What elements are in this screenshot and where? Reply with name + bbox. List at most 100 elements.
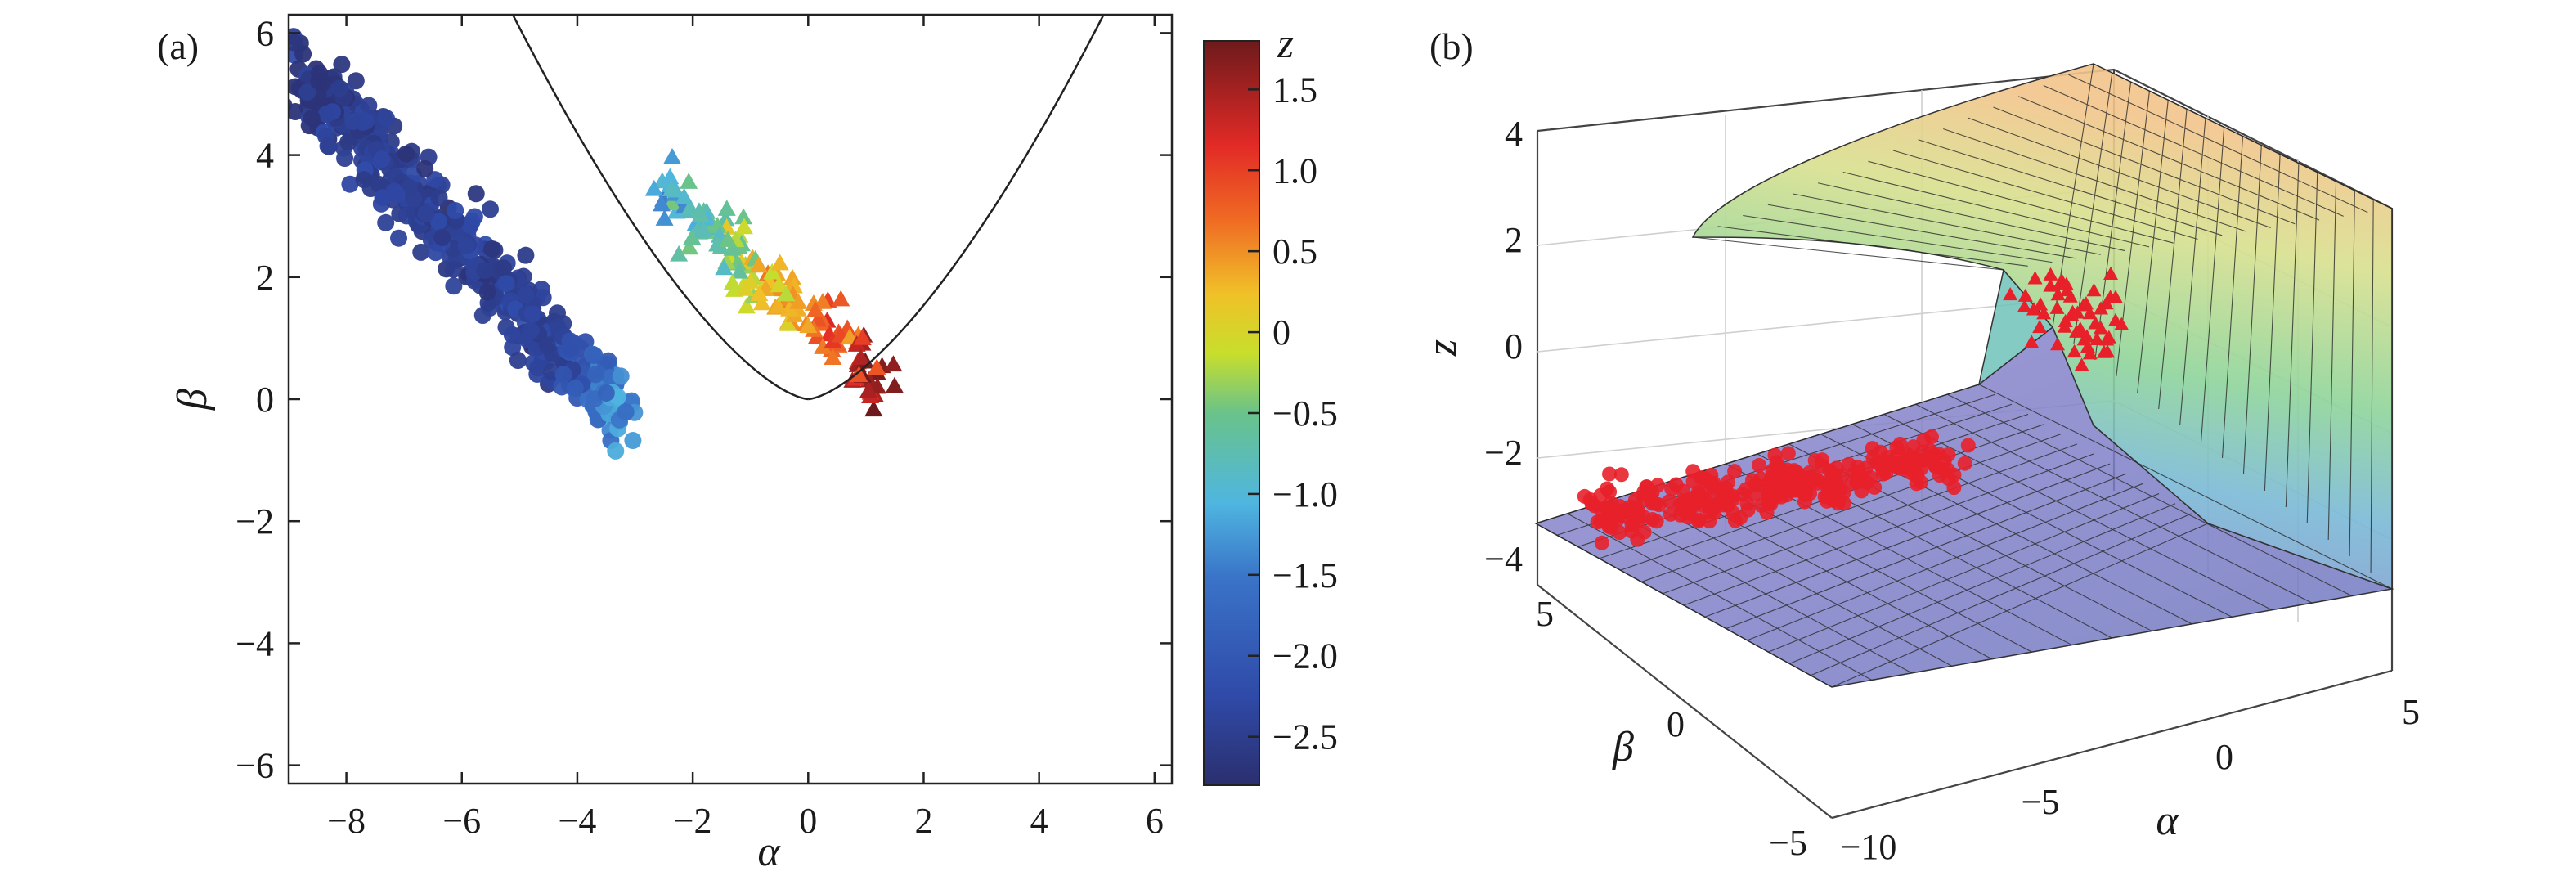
x-tick-label: 0 [799, 801, 817, 841]
mesh-line [1692, 236, 2004, 271]
colorbar-tick-label: −1.5 [1272, 555, 1338, 595]
red-circle-marker [1853, 474, 1869, 489]
mesh-line [2158, 109, 2188, 410]
red-circle-marker [1865, 441, 1880, 456]
triangle-marker [736, 279, 755, 296]
beta-tick: 0 [1667, 704, 1685, 744]
red-triangle-marker [2024, 335, 2040, 348]
triangle-marker [884, 355, 903, 372]
red-circle-marker [1927, 458, 1942, 474]
scatter-points [289, 28, 904, 460]
triangle-marker [662, 180, 681, 196]
mesh-line [1662, 443, 2078, 595]
red-circle-marker [1628, 492, 1644, 507]
y-tick-label: −4 [236, 623, 274, 663]
x-axis-label-a: α [757, 829, 781, 875]
alpha-tick: 5 [2402, 692, 2420, 732]
circle-marker [370, 176, 388, 194]
panel-b-label: (b) [1429, 25, 1474, 67]
circle-marker [445, 260, 463, 278]
circle-marker [586, 346, 604, 364]
alpha-tick: −5 [2022, 782, 2060, 822]
mesh-line [2137, 100, 2169, 393]
triangle-marker [752, 294, 771, 311]
colorbar-tick-label: −1.0 [1272, 474, 1338, 514]
mesh-line [2370, 199, 2374, 573]
triangle-marker [850, 366, 868, 383]
triangle-marker [683, 228, 702, 245]
alpha-tick: 0 [2215, 737, 2233, 777]
red-triangle-marker [2086, 283, 2102, 297]
red-circle-marker [1733, 510, 1748, 526]
triangle-marker [864, 400, 883, 417]
red-triangle-marker [2027, 271, 2043, 285]
colorbar-tick-label: 1.5 [1272, 70, 1317, 110]
circle-marker [532, 281, 550, 299]
colorbar-ticks: 1.5 1.0 0.5 0 −0.5 −1.0 −1.5 −2.0 −2.5 [1248, 70, 1338, 757]
z-tick: 0 [1505, 326, 1523, 366]
bifurcation-curve [511, 15, 1105, 401]
triangle-marker [680, 238, 699, 255]
red-triangle-marker [2043, 278, 2058, 292]
mesh-line [2179, 118, 2206, 426]
x-tick-label: 4 [1030, 801, 1048, 841]
circle-marker [517, 246, 535, 264]
circle-marker [303, 109, 321, 127]
circle-marker [377, 110, 395, 128]
circle-marker [624, 432, 642, 450]
triangle-marker [750, 285, 769, 302]
triangle-marker [851, 348, 870, 365]
x-tick-label: −6 [442, 801, 481, 841]
red-circle-marker [1721, 488, 1736, 504]
colorbar-tick-label: −0.5 [1272, 393, 1338, 434]
circle-marker [538, 336, 556, 354]
circle-marker [566, 380, 584, 398]
circle-marker [483, 240, 501, 258]
y-axis-ticks: −6 −4 −2 0 2 4 6 [236, 13, 1172, 786]
red-circle-marker [1892, 436, 1908, 451]
red-circle-marker [1747, 487, 1762, 502]
triangle-marker [799, 317, 818, 334]
triangle-marker [779, 315, 797, 331]
red-circle-marker [1649, 514, 1664, 529]
mesh-line [1993, 106, 2296, 225]
red-triangle-marker [2072, 321, 2088, 335]
red-triangle-marker [2114, 317, 2129, 330]
panel-a: (a) −8 −6 −4 −2 0 2 4 6 −6 −4 −2 0 2 4 6 α β [157, 13, 1338, 875]
triangle-marker [824, 331, 842, 348]
mesh-line [1968, 117, 2271, 228]
circle-marker [476, 262, 494, 280]
circle-marker [390, 229, 408, 247]
red-circle-marker [1735, 487, 1750, 502]
circle-marker [577, 333, 595, 351]
mesh-line [1726, 473, 2127, 630]
circle-marker [433, 228, 451, 246]
triangle-marker [777, 285, 796, 302]
colorbar-tick-label: 0.5 [1272, 231, 1317, 272]
circle-marker [373, 150, 391, 168]
circle-marker [497, 275, 515, 293]
red-circle-marker [1810, 473, 1825, 488]
colorbar-label: z [1277, 20, 1294, 67]
red-circle-marker [1780, 446, 1796, 461]
circle-marker [377, 213, 395, 231]
x-tick-label: −2 [674, 801, 712, 841]
red-circle-marker [1695, 498, 1711, 514]
mesh-line [2264, 154, 2281, 492]
triangle-marker [885, 376, 904, 393]
red-circle-marker [1765, 483, 1780, 499]
triangle-marker [770, 276, 788, 293]
circle-marker [429, 213, 447, 231]
circle-marker [529, 359, 547, 377]
y-tick-label: 0 [256, 380, 274, 420]
mesh-line [2349, 190, 2355, 557]
circle-marker [503, 326, 521, 344]
triangle-marker [653, 195, 671, 212]
red-triangle-marker [2033, 297, 2049, 311]
colorbar-tick-label: 0 [1272, 312, 1290, 353]
circle-marker [294, 45, 312, 63]
mesh-line [1831, 523, 2209, 688]
mesh-line [1868, 160, 2174, 244]
circle-marker [360, 97, 378, 115]
